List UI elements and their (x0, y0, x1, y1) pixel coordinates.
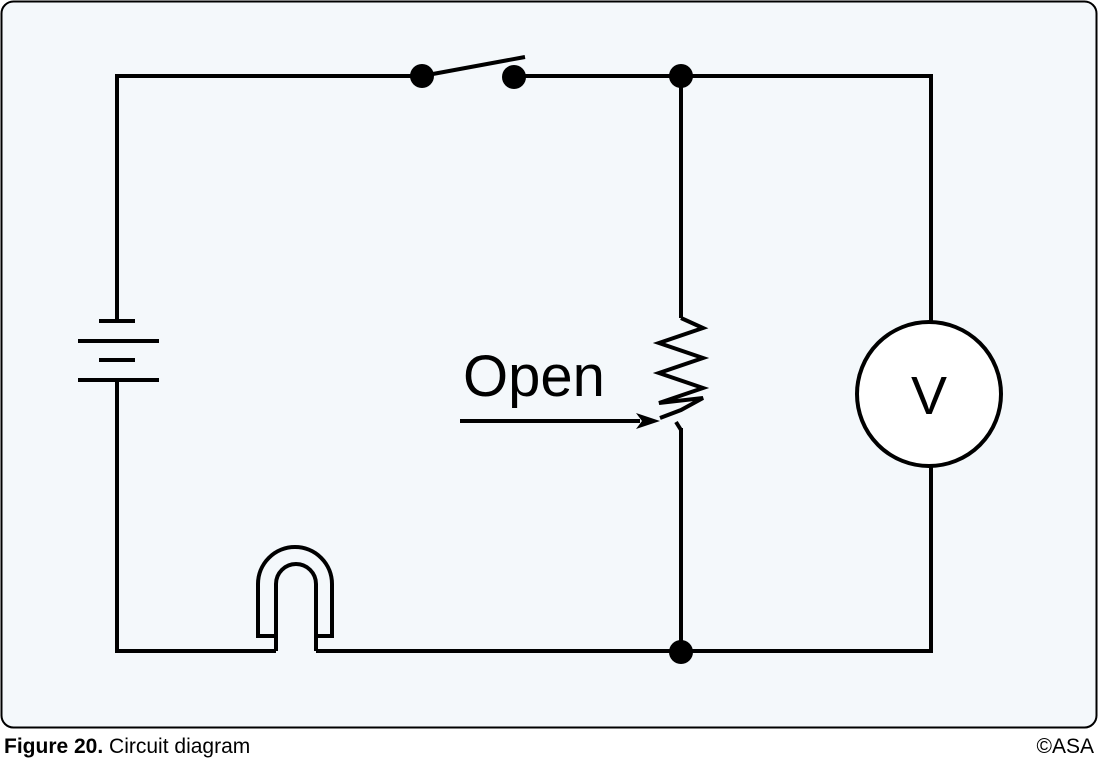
switch-symbol (410, 55, 526, 89)
figure-number: Figure 20. (4, 735, 104, 758)
junction-bottom (669, 640, 693, 664)
copyright-notice: ©ASA (1036, 735, 1095, 758)
open-arrow (460, 413, 660, 429)
circuit-diagram: Open V (0, 0, 1098, 729)
figure-title: Circuit diagram (109, 735, 251, 758)
diagram-background (0, 0, 1098, 729)
open-label: Open (463, 344, 605, 409)
voltmeter-symbol (855, 320, 1003, 468)
figure-caption: Figure 20. Circuit diagram (4, 735, 250, 759)
battery-symbol (78, 319, 159, 382)
voltmeter-label: V (911, 366, 947, 426)
lamp-symbol (256, 545, 334, 651)
junction-top (669, 64, 693, 88)
variable-resistor (652, 316, 710, 420)
resistor-open-gap-lead (674, 420, 683, 432)
